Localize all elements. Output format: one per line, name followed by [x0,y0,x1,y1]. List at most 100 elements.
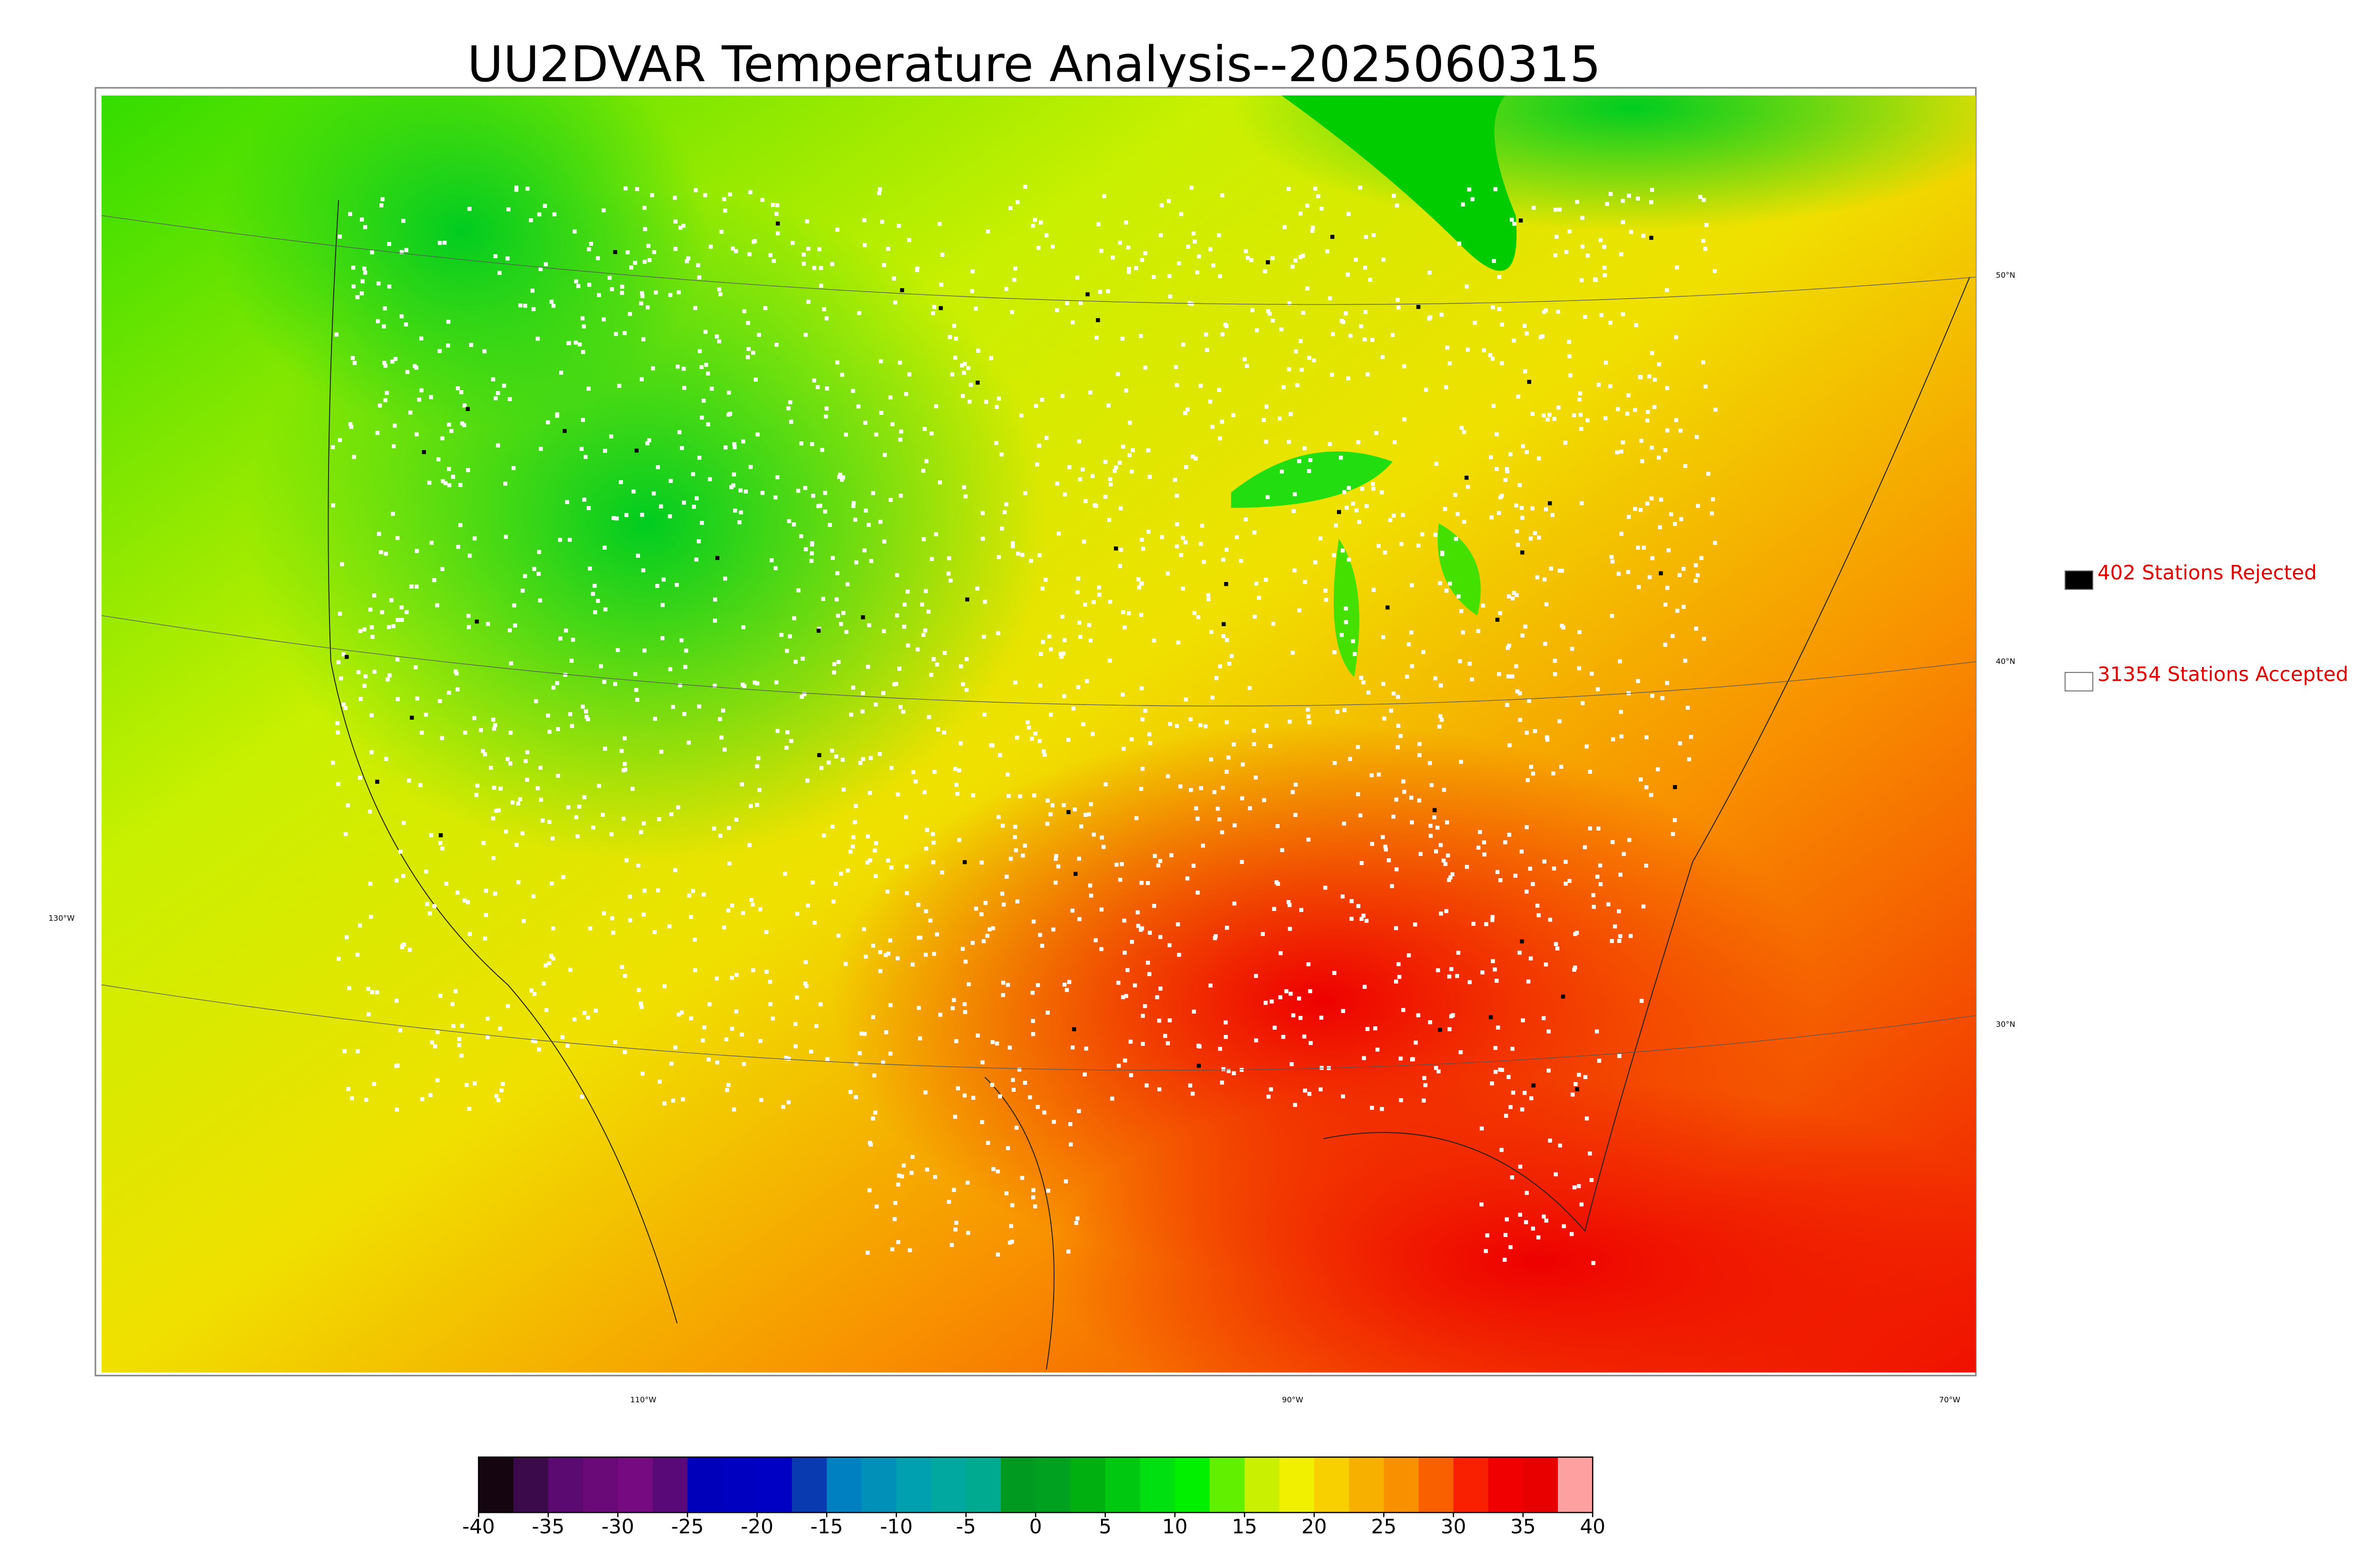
station-dot [868,858,872,863]
station-dot [966,366,970,370]
station-dot [1683,464,1687,468]
station-dot [510,800,515,805]
station-dot [1146,960,1150,965]
station-dot [1013,835,1017,839]
station-dot [615,648,620,652]
station-dot [1521,444,1525,449]
station-dot [1617,1054,1621,1058]
station-dot [436,457,441,461]
station-dot [874,432,878,437]
station-dot [885,890,890,894]
station-dot [653,716,658,721]
station-dot [851,685,856,690]
station-dot [429,541,434,545]
station-dot [1195,270,1199,275]
station-dot [923,952,928,957]
cool-region [215,95,708,431]
hudson-bay [1281,95,1517,271]
station-dot [931,311,935,316]
station-dot [1531,771,1536,776]
station-dot [659,750,664,754]
station-dot [636,554,640,558]
station-dot [668,514,672,518]
station-dot [818,503,823,508]
station-dot [947,556,951,561]
station-dot [366,986,370,991]
station-dot [731,246,735,251]
station-dot [1196,254,1201,259]
station-dot [1286,900,1291,904]
station-dot [839,478,844,482]
station-dot [1031,1032,1036,1036]
station-dot [862,218,867,223]
station-dot [1261,932,1265,936]
station-dot [680,446,684,451]
station-dot [576,284,581,288]
station-dot [775,475,780,479]
station-dot [1359,676,1364,680]
station-dot [362,266,367,271]
station-dot [819,283,823,288]
station-dot [1636,545,1640,550]
station-dot [435,1078,440,1082]
station-dot [662,984,667,988]
station-dot [1673,522,1677,526]
station-dot [748,190,753,195]
station-dot [574,279,578,284]
station-dot [742,1062,746,1066]
station-dot [1531,882,1535,886]
station-dot [849,713,853,717]
station-dot [803,486,808,490]
station-dot [499,1088,504,1093]
station-dot [982,635,986,639]
station-dot [505,757,510,761]
station-dot [1232,742,1236,747]
station-dot [686,256,690,261]
station-dot [1052,1119,1056,1124]
station-dot [1633,408,1637,412]
station-dot [556,727,560,732]
station-dot [1062,983,1067,987]
station-dot [1658,571,1663,575]
station-dot [1225,770,1229,774]
station-dot [923,427,927,431]
station-dot [1220,193,1225,197]
station-dot [1128,421,1132,425]
station-dot [931,860,936,864]
station-dot [458,483,462,487]
station-dot [341,652,346,657]
station-dot [946,572,951,576]
station-dot [732,472,736,477]
station-dot [1090,474,1095,478]
station-dot [1410,583,1414,587]
station-dot [1157,1087,1162,1091]
station-dot [1437,724,1441,729]
station-dot [474,793,479,797]
station-dot [938,1013,942,1017]
station-dot [1359,324,1364,329]
station-dot [1514,664,1518,668]
station-dot [640,291,644,295]
station-dot [367,1012,371,1016]
lon-label: 110°W [630,1395,656,1404]
station-dot [1021,853,1025,858]
station-dot [1618,934,1622,939]
station-dot [1174,365,1178,369]
station-dot [911,962,915,967]
station-dot [1252,530,1257,535]
station-dot [822,307,826,311]
station-dot [386,677,390,682]
station-dot [878,950,883,954]
station-dot [701,1038,705,1042]
station-dot [1168,943,1172,948]
station-dot [1301,310,1306,315]
station-dot [882,539,886,544]
station-dot [1279,327,1283,332]
station-dot [888,1052,893,1056]
station-dot [1077,856,1082,861]
station-dot [1627,838,1631,842]
station-dot [1169,853,1174,857]
station-dot [916,1005,921,1010]
station-dot [1665,681,1669,685]
station-dot [635,187,640,191]
